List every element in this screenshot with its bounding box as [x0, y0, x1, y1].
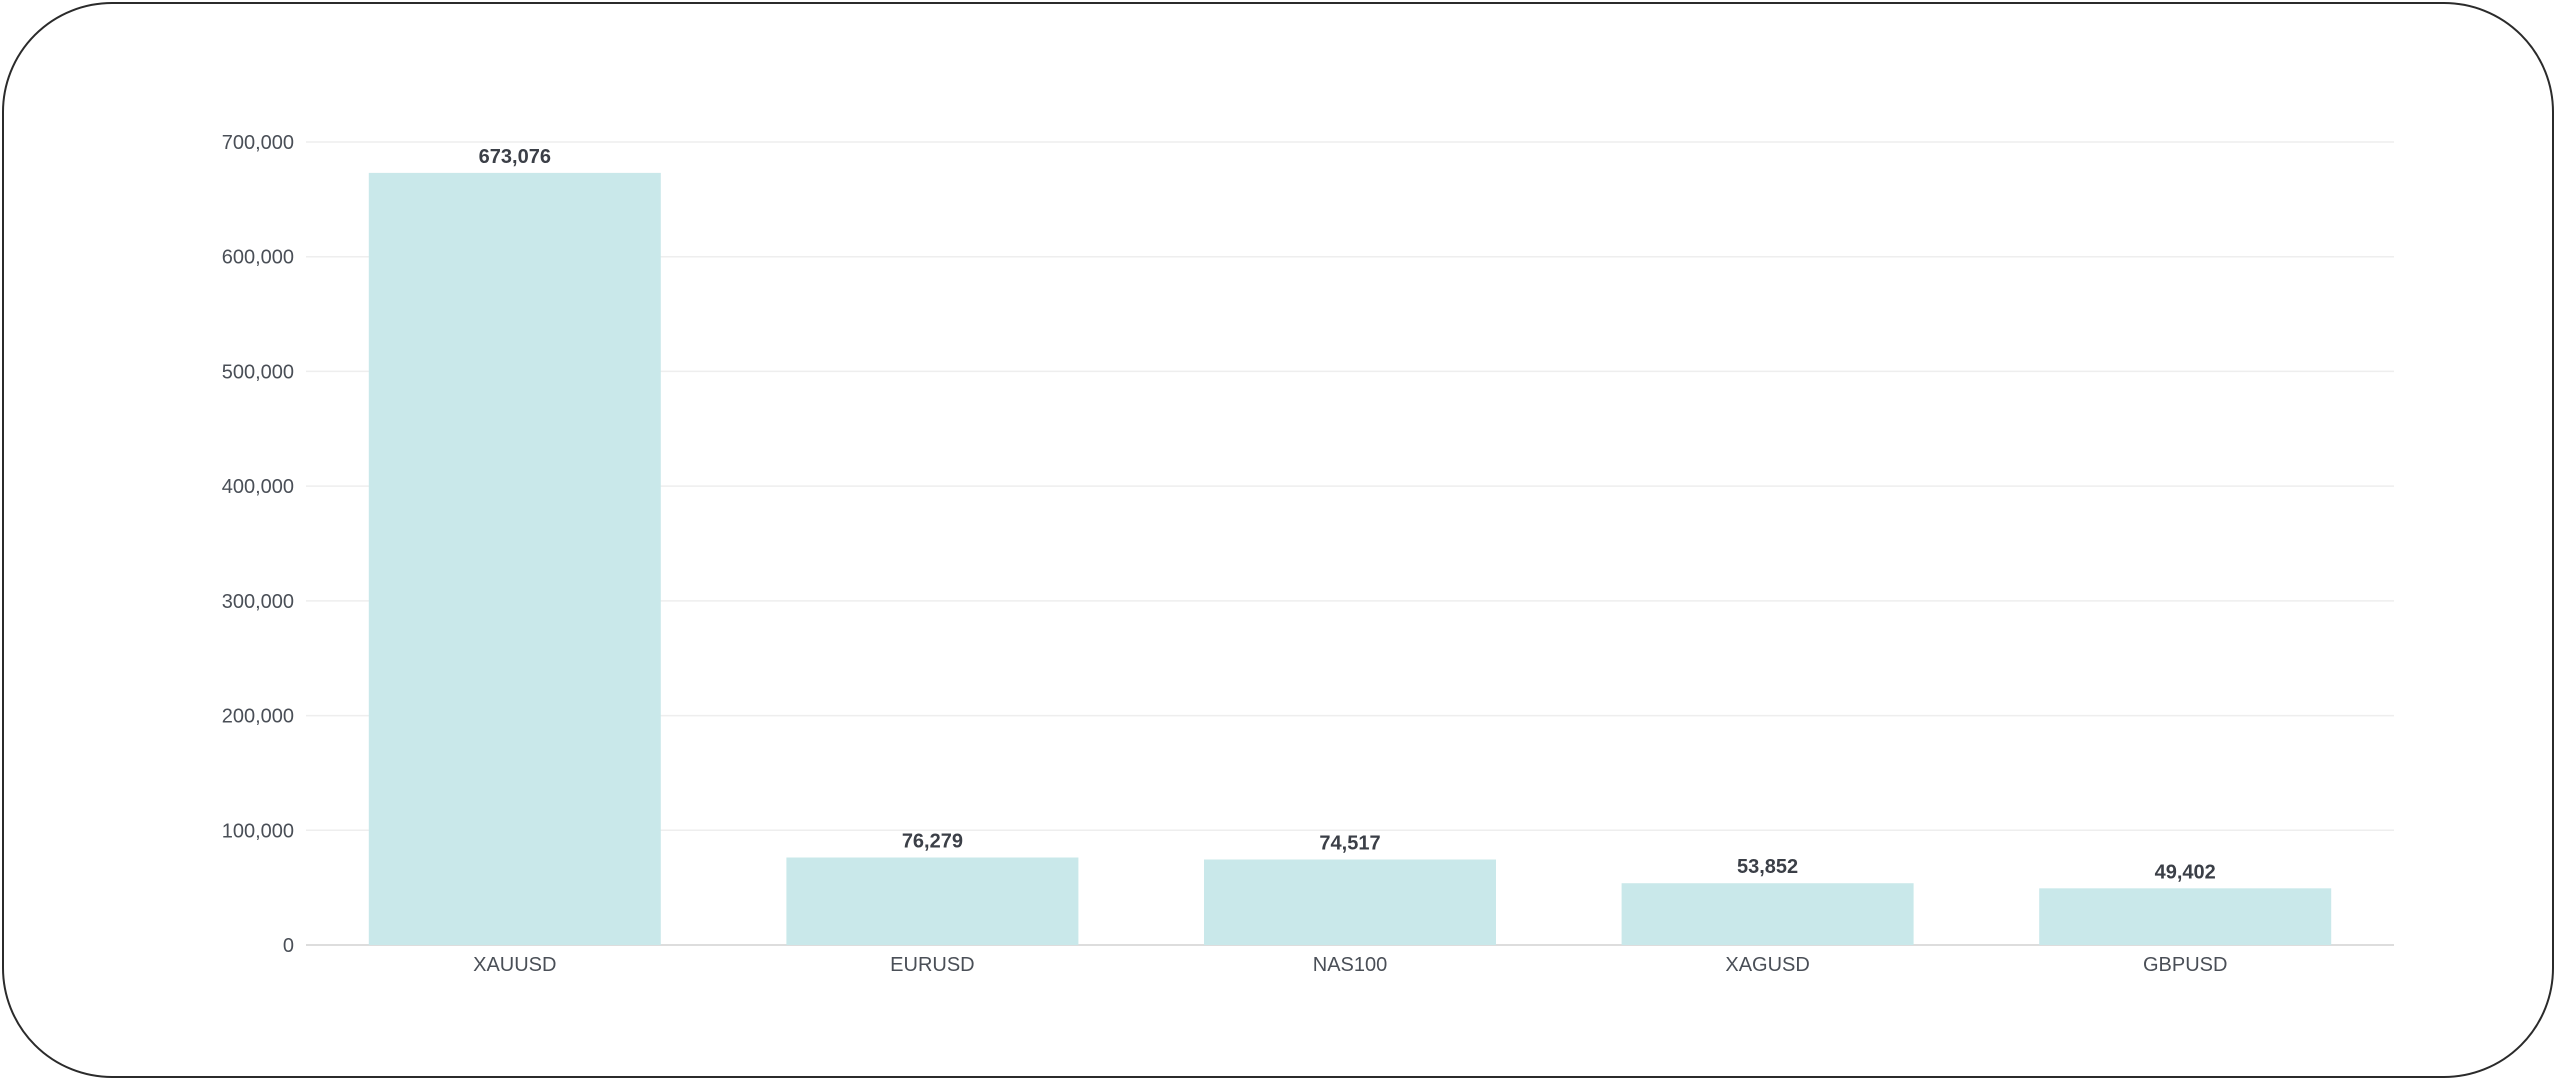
data-label-xagusd: 53,852: [1737, 856, 1798, 878]
x-tick-label: NAS100: [1313, 954, 1388, 976]
x-tick-label: XAGUSD: [1725, 954, 1809, 976]
x-tick-label: GBPUSD: [2143, 954, 2227, 976]
bar-xagusd[interactable]: [1621, 883, 1914, 945]
bar-eurusd[interactable]: [786, 857, 1079, 945]
data-label-eurusd: 76,279: [902, 830, 963, 852]
y-tick-label: 400,000: [222, 476, 294, 498]
bar-nas100[interactable]: [1204, 859, 1496, 945]
data-labels: 673,076 76,279 74,517 53,852 49,402: [479, 146, 2216, 883]
bars: [368, 172, 2332, 945]
data-label-nas100: 74,517: [1319, 833, 1380, 855]
bar-gbpusd[interactable]: [2039, 888, 2332, 945]
y-tick-label: 300,000: [222, 591, 294, 613]
y-tick-label: 200,000: [222, 706, 294, 728]
x-tick-label: XAUUSD: [473, 954, 556, 976]
y-tick-label: 600,000: [222, 247, 294, 269]
y-tick-label: 0: [283, 935, 294, 957]
data-label-xauusd: 673,076: [479, 146, 551, 168]
x-axis-tick-labels: XAUUSD EURUSD NAS100 XAGUSD GBPUSD: [473, 954, 2227, 976]
x-tick-label: EURUSD: [890, 954, 974, 976]
data-label-gbpusd: 49,402: [2155, 861, 2216, 883]
y-tick-label: 100,000: [222, 820, 294, 842]
y-axis-tick-labels: 0 100,000 200,000 300,000 400,000 500,000 600,…: [222, 132, 294, 957]
y-tick-label: 700,000: [222, 132, 294, 154]
bar-chart: 0 100,000 200,000 300,000 400,000 500,000 600,…: [222, 132, 2394, 976]
bar-xauusd[interactable]: [368, 172, 661, 945]
y-tick-label: 500,000: [222, 361, 294, 383]
